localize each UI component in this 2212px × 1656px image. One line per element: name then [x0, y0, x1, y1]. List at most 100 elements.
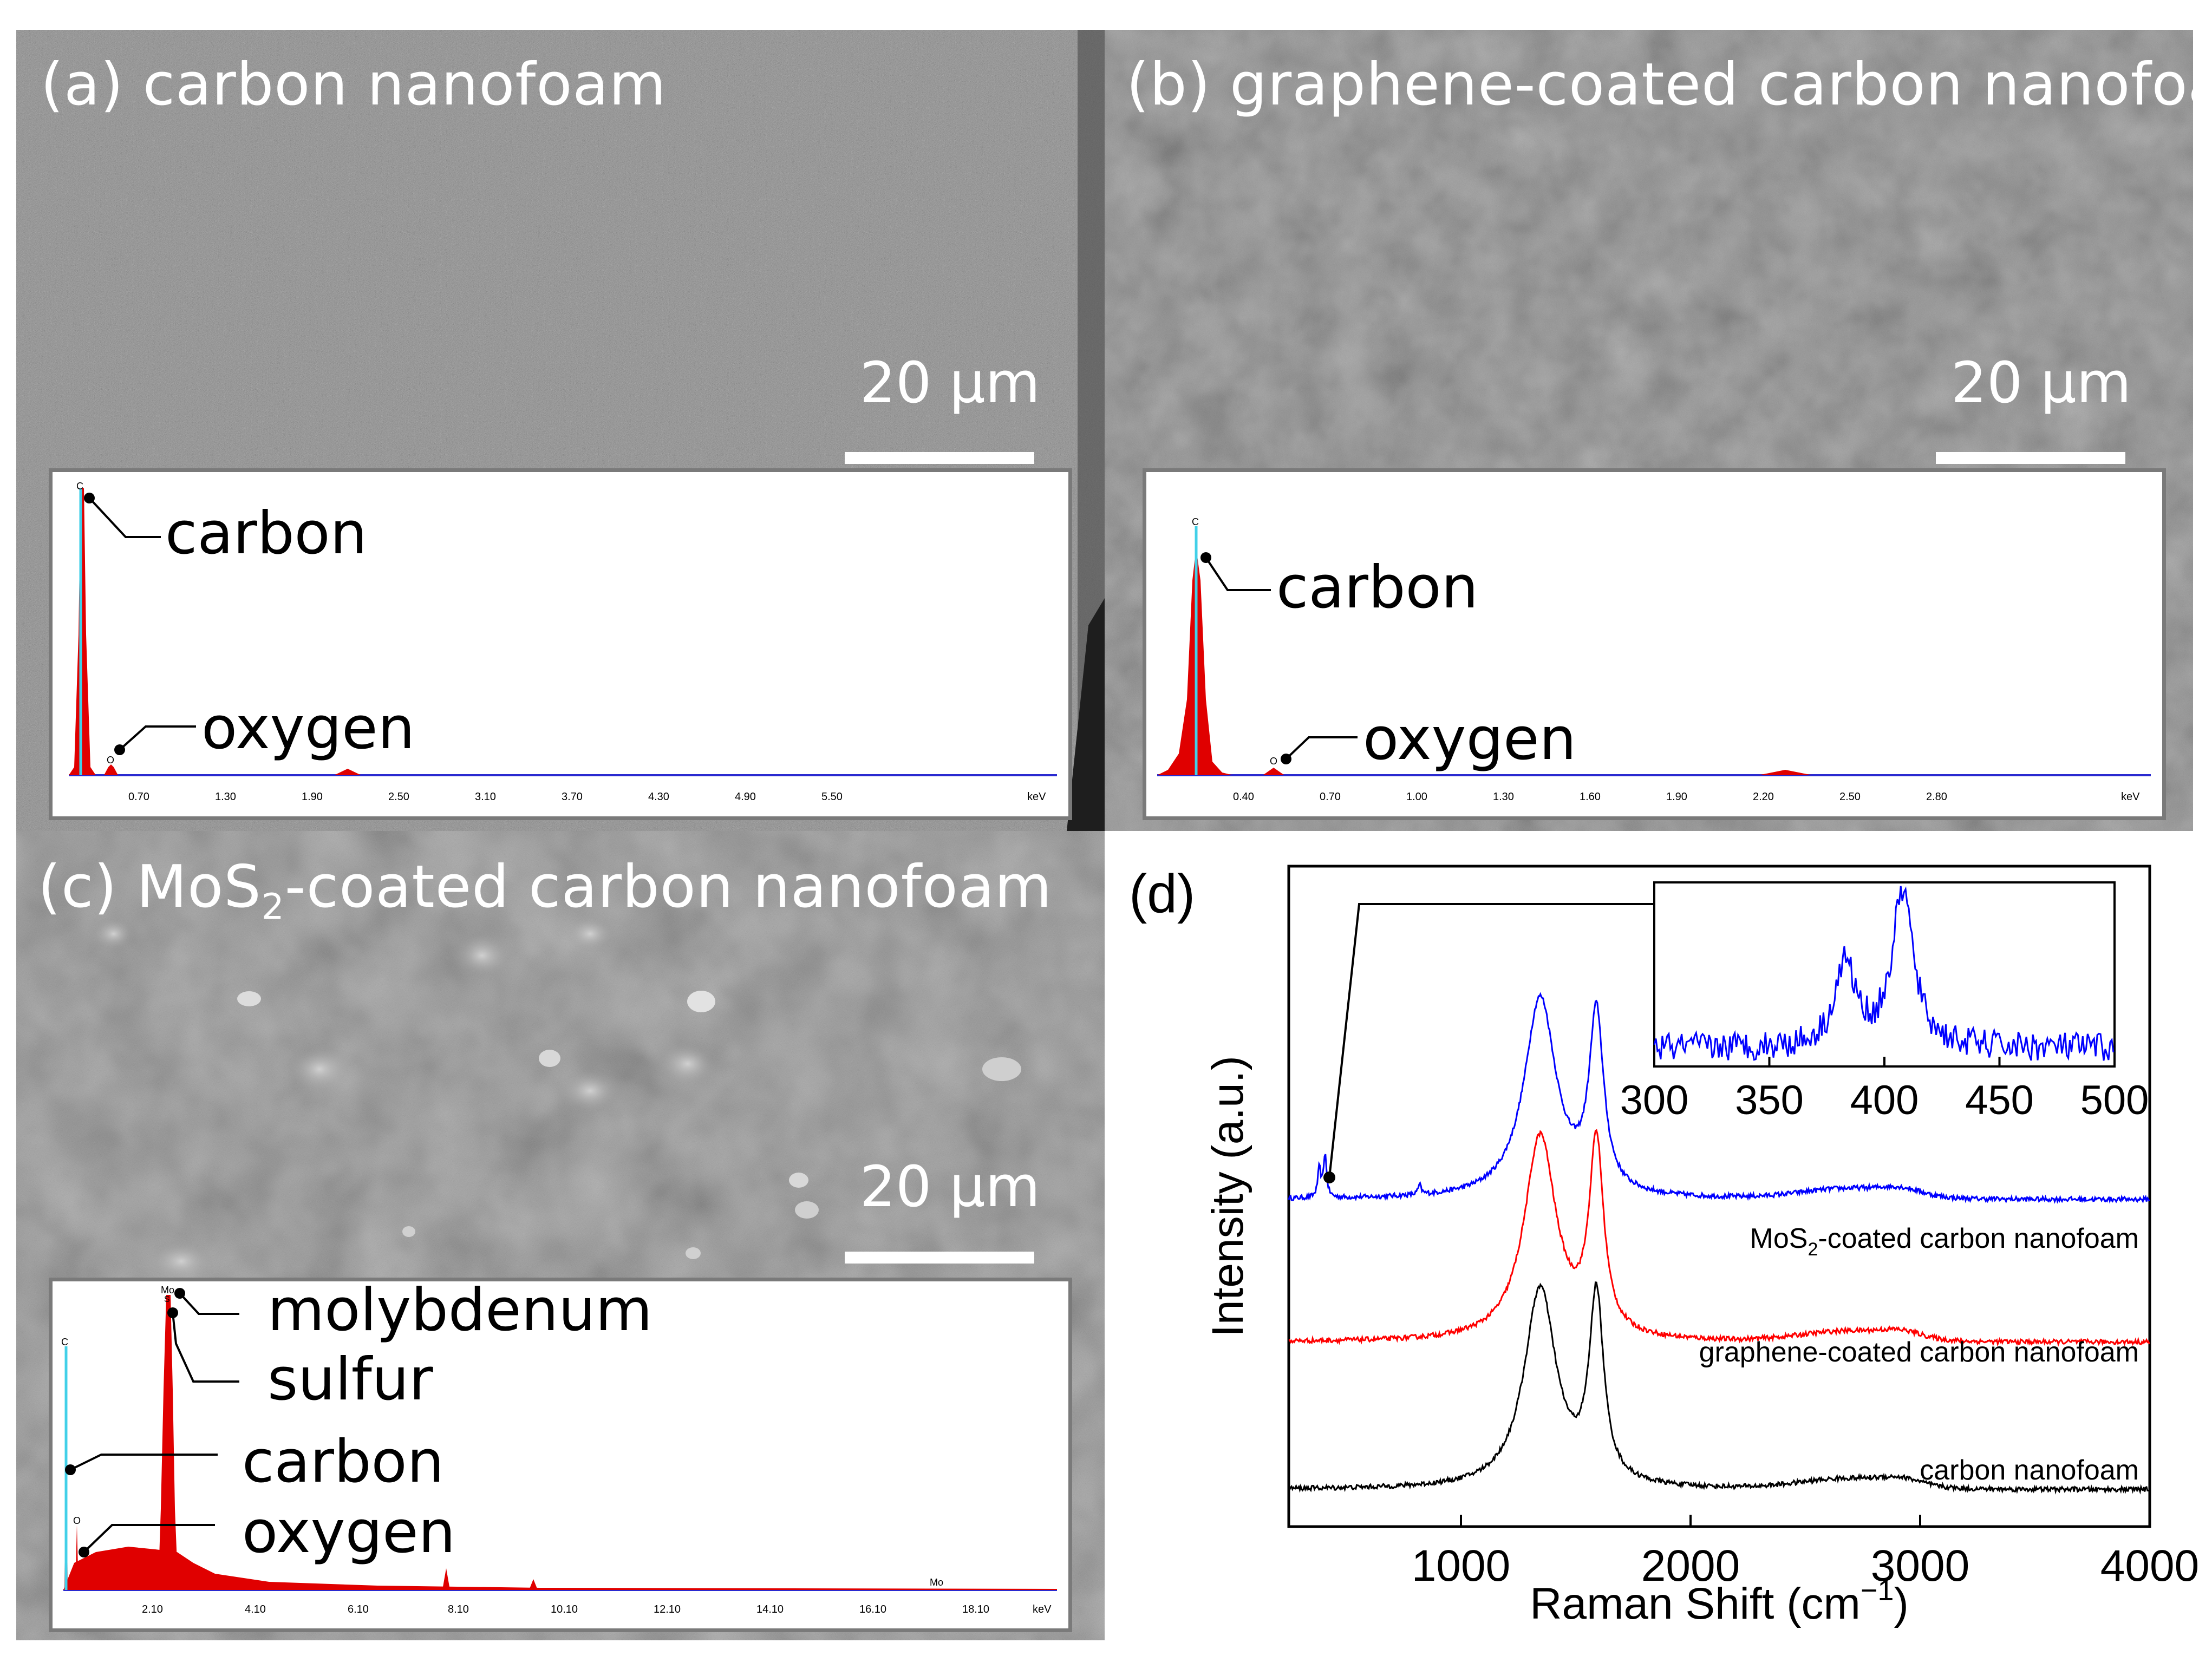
eds-a-tick-labels: 0.70 1.30 1.90 2.50 3.10 3.70 4.30 4.90 …: [128, 791, 1046, 803]
scale-bar-b-label: 20 µm: [1951, 350, 2131, 416]
eds-c-tick: 10.10: [551, 1603, 578, 1615]
inset-xtick-label: 350: [1735, 1077, 1804, 1123]
eds-a-tick: 3.10: [475, 791, 496, 803]
raman-x-axis-label: Raman Shift (cm−1): [1530, 1574, 1909, 1628]
eds-b-tick: 2.20: [1753, 791, 1774, 803]
eds-a-tick: 4.30: [648, 791, 669, 803]
eds-b-small-peak: [1758, 770, 1812, 775]
eds-b-tick: 0.40: [1233, 791, 1254, 803]
eds-a-symbol-o: O: [107, 755, 114, 765]
panel-c-title-post: -coated carbon nanofoam: [284, 853, 1053, 921]
eds-b-carbon-label: carbon: [1276, 554, 1479, 621]
eds-spectrum-c: Mo S C O Mo 2.10 4.10 6.10 8.10 10.10 12…: [49, 1278, 1072, 1632]
scale-bar-b-line: [1936, 452, 2125, 464]
scale-bar-a-line: [845, 452, 1034, 464]
eds-c-symbol-s: S: [164, 1295, 170, 1304]
raman-x-ticks: 1000 2000 3000 4000: [1412, 1515, 2199, 1590]
panel-d-label: (d): [1129, 863, 1195, 924]
inset-xtick-label: 400: [1850, 1077, 1919, 1123]
raman-series-group: [1288, 992, 2150, 1495]
eds-b-tick: 2.80: [1926, 791, 1947, 803]
raman-xlabel-pre: Raman Shift (cm: [1530, 1579, 1861, 1628]
sem-c-particles: [92, 917, 1021, 1283]
eds-c-tick: 12.10: [654, 1603, 681, 1615]
eds-a-symbol-c: C: [76, 481, 83, 492]
eds-b-carbon-leader: [1205, 557, 1271, 591]
eds-b-symbol-o: O: [1270, 756, 1277, 767]
raman-xlabel-post: ): [1894, 1579, 1908, 1628]
eds-a-tick: 0.70: [128, 791, 149, 803]
raman-y-axis-label: Intensity (a.u.): [1203, 1056, 1252, 1337]
eds-c-oxygen-peak: [75, 1525, 79, 1590]
eds-b-tick: 1.90: [1666, 791, 1687, 803]
scale-bar-c-label: 20 µm: [860, 1154, 1040, 1220]
eds-b-symbol-c: C: [1192, 516, 1199, 527]
raman-xtick-label: 3000: [1871, 1541, 1969, 1590]
raman-xtick-label: 2000: [1641, 1541, 1740, 1590]
eds-c-mo-label: molybdenum: [267, 1277, 652, 1344]
eds-c-tick: 8.10: [448, 1603, 469, 1615]
eds-a-unit: keV: [1027, 791, 1046, 803]
eds-a-tick: 5.50: [821, 791, 843, 803]
eds-b-tick: 1.30: [1493, 791, 1514, 803]
eds-c-carbon-leader: [70, 1454, 218, 1471]
scale-bar-a: 20 µm: [845, 355, 1040, 479]
raman-axes-frame: [1287, 865, 2151, 1528]
raman-xtick-label: 4000: [2100, 1541, 2199, 1590]
eds-b-oxygen-peak: [1263, 768, 1284, 775]
eds-a-tick: 4.90: [735, 791, 756, 803]
raman-xlabel-sup: −1: [1861, 1574, 1894, 1607]
raman-series-graphene: [1288, 1129, 2150, 1347]
panel-a-title: (a) carbon nanofoam: [41, 51, 667, 119]
eds-b-tick-labels: 0.40 0.70 1.00 1.30 1.60 1.90 2.20 2.50 …: [1233, 791, 2140, 803]
raman-series-carbon: [1288, 1281, 2150, 1495]
raman-inset-x-ticks: 300 350 400 450 500: [1620, 1057, 2149, 1123]
eds-c-tick: 6.10: [348, 1603, 369, 1615]
panel-c-title-pre: (c) MoS: [38, 853, 262, 921]
eds-a-tick: 1.90: [302, 791, 323, 803]
scale-bar-b: 20 µm: [1936, 355, 2131, 479]
series-label-mos2: MoS2-coated carbon nanofoam: [1750, 1223, 2139, 1260]
panel-b: (b) graphene-coated carbon nanofoam 20 µ…: [1105, 30, 2193, 831]
eds-c-tick: 2.10: [142, 1603, 163, 1615]
inset-leader-line: [1328, 903, 1654, 1178]
inset-xtick-label: 300: [1620, 1077, 1689, 1123]
eds-c-oxygen-label: oxygen: [242, 1498, 456, 1566]
series-label-mos2-sub: 2: [1808, 1239, 1818, 1260]
inset-xtick-label: 500: [2080, 1077, 2149, 1123]
eds-c-s-label: sulfur: [267, 1346, 433, 1413]
panel-b-title: (b) graphene-coated carbon nanofoam: [1126, 51, 2193, 119]
eds-a-small-peak: [334, 769, 361, 775]
eds-a-tick: 1.30: [215, 791, 236, 803]
eds-b-tick: 2.50: [1839, 791, 1861, 803]
eds-b-oxygen-leader: [1285, 736, 1358, 760]
eds-a-tick: 3.70: [562, 791, 583, 803]
series-label-carbon: carbon nanofoam: [1920, 1455, 2139, 1486]
eds-c-oxygen-leader: [83, 1524, 215, 1553]
eds-a-carbon-label: carbon: [165, 500, 368, 567]
eds-c-small-peak-1: [442, 1568, 450, 1590]
eds-b-oxygen-label: oxygen: [1363, 705, 1577, 773]
eds-c-tick: 18.10: [962, 1603, 989, 1615]
series-label-mos2-pre: MoS: [1750, 1223, 1808, 1254]
eds-c-unit: keV: [1033, 1603, 1052, 1615]
eds-a-carbon-leader: [88, 497, 161, 538]
eds-b-plot: C O 0.40 0.70 1.00 1.30 1.60 1.90 2.20 2…: [1157, 516, 2151, 803]
panel-a: (a) carbon nanofoam 20 µm C O 0.70 1.30 …: [16, 30, 1105, 831]
eds-a-oxygen-peak: [104, 764, 118, 775]
eds-c-mo-leader: [179, 1292, 239, 1315]
eds-spectrum-a: C O 0.70 1.30 1.90 2.50 3.10 3.70 4.30 4…: [49, 468, 1072, 820]
series-label-graphene: graphene-coated carbon nanofoam: [1699, 1337, 2139, 1368]
eds-c-s-leader: [172, 1312, 239, 1383]
raman-inset-frame: [1653, 881, 2116, 1068]
eds-c-symbol-o: O: [73, 1515, 81, 1526]
raman-chart: (d) 1000 2000 3000 4000 Raman Shift (cm−…: [1129, 863, 2199, 1628]
eds-c-small-peak-2: [529, 1579, 538, 1590]
series-label-mos2-post: -coated carbon nanofoam: [1818, 1223, 2139, 1254]
raman-series-mos2: [1288, 992, 2150, 1205]
eds-a-oxygen-label: oxygen: [201, 695, 415, 762]
eds-spectrum-b: C O 0.40 0.70 1.00 1.30 1.60 1.90 2.20 2…: [1143, 468, 2166, 820]
eds-a-carbon-peak: [69, 488, 96, 775]
panel-c: (c) MoS2-coated carbon nanofoam 20 µm Mo…: [16, 831, 1105, 1640]
eds-c-mo-s-peak: [158, 1295, 178, 1590]
